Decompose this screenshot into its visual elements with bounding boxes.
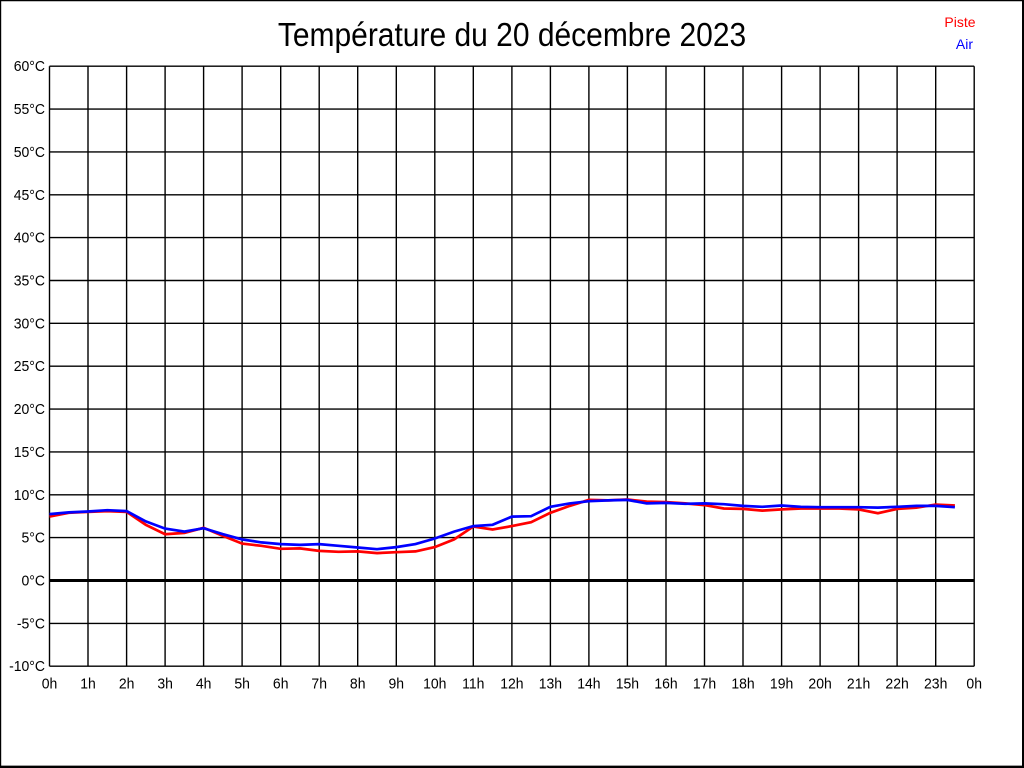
svg-text:1h: 1h: [80, 676, 96, 693]
svg-text:50°C: 50°C: [14, 144, 45, 161]
svg-text:5°C: 5°C: [22, 530, 45, 547]
svg-text:19h: 19h: [770, 676, 793, 693]
svg-text:-10°C: -10°C: [9, 659, 45, 676]
svg-text:20h: 20h: [808, 676, 831, 693]
svg-text:4h: 4h: [196, 676, 212, 693]
svg-text:22h: 22h: [885, 676, 908, 693]
svg-text:35°C: 35°C: [14, 273, 45, 290]
svg-text:8h: 8h: [350, 676, 366, 693]
svg-text:30°C: 30°C: [14, 316, 45, 333]
svg-text:21h: 21h: [847, 676, 870, 693]
svg-text:0h: 0h: [966, 676, 982, 693]
svg-text:10h: 10h: [423, 676, 446, 693]
svg-text:60°C: 60°C: [14, 59, 45, 76]
svg-text:20°C: 20°C: [14, 402, 45, 419]
svg-text:13h: 13h: [539, 676, 562, 693]
svg-text:0°C: 0°C: [22, 573, 45, 590]
svg-text:Température du 20 décembre 202: Température du 20 décembre 2023: [278, 15, 746, 53]
svg-text:23h: 23h: [924, 676, 947, 693]
svg-text:-5°C: -5°C: [17, 616, 45, 633]
svg-text:6h: 6h: [273, 676, 289, 693]
svg-text:18h: 18h: [731, 676, 754, 693]
svg-text:10°C: 10°C: [14, 487, 45, 504]
svg-text:17h: 17h: [693, 676, 716, 693]
svg-text:0h: 0h: [42, 676, 58, 693]
svg-text:9h: 9h: [389, 676, 405, 693]
svg-text:5h: 5h: [234, 676, 250, 693]
svg-text:12h: 12h: [500, 676, 523, 693]
svg-text:3h: 3h: [157, 676, 173, 693]
svg-text:15°C: 15°C: [14, 444, 45, 461]
svg-text:16h: 16h: [654, 676, 677, 693]
svg-text:2h: 2h: [119, 676, 135, 693]
svg-text:45°C: 45°C: [14, 187, 45, 204]
svg-text:15h: 15h: [616, 676, 639, 693]
svg-text:Piste: Piste: [944, 14, 975, 30]
svg-text:7h: 7h: [311, 676, 327, 693]
svg-text:Air: Air: [956, 36, 973, 52]
svg-text:14h: 14h: [577, 676, 600, 693]
svg-text:55°C: 55°C: [14, 102, 45, 119]
svg-text:11h: 11h: [462, 676, 484, 693]
svg-text:40°C: 40°C: [14, 230, 45, 247]
svg-text:25°C: 25°C: [14, 359, 45, 376]
